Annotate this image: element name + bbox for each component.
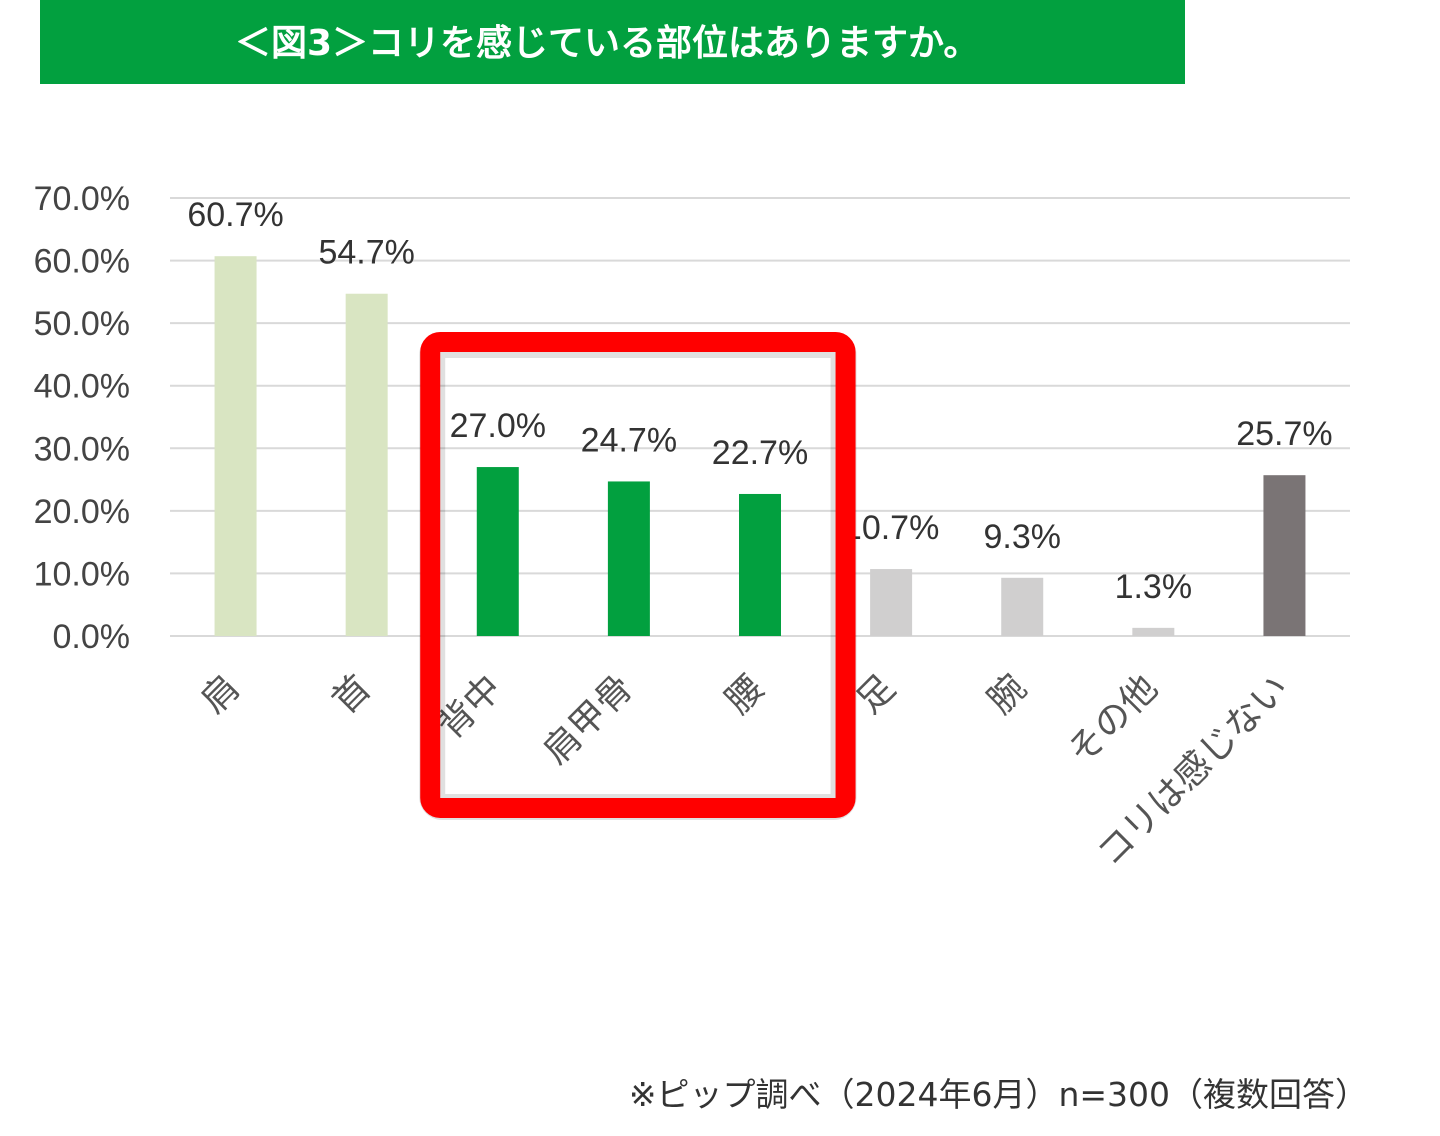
bar: [1132, 627, 1175, 636]
data-label: 9.3%: [983, 518, 1061, 556]
category-label: その他: [1060, 667, 1165, 772]
bar: [607, 481, 650, 636]
category-label: 腕: [980, 667, 1034, 721]
title-bar: ＜図3＞コリを感じている部位はありますか。: [40, 0, 1185, 84]
bar: [1001, 577, 1044, 636]
y-tick-label: 30.0%: [34, 430, 130, 468]
x-axis-categories: 肩首背中 肩甲骨腰足腕その他コリは感じない: [193, 667, 1296, 874]
y-tick-label: 60.0%: [34, 243, 130, 281]
bar: [1263, 475, 1306, 636]
data-label: 22.7%: [712, 434, 808, 472]
data-labels: 60.7% 54.7% 27.0% 24.7% 22.7% 10.7% 9.3% 1.3% 25…: [187, 196, 1332, 606]
data-label: 10.7%: [843, 509, 939, 547]
bar: [739, 493, 781, 636]
footnote: ※ピップ調べ（2024年6月）n=300（複数回答）: [628, 1075, 1368, 1114]
data-label: 60.7%: [187, 196, 283, 234]
data-label: 27.0%: [450, 407, 546, 445]
data-label: 24.7%: [581, 421, 677, 459]
category-label: 肩甲骨: [536, 667, 641, 772]
category-label: 足: [849, 667, 903, 721]
data-label: 54.7%: [318, 234, 414, 272]
category-label: 腰: [718, 667, 772, 721]
bars: [214, 256, 1306, 636]
highlight-box: [420, 332, 856, 818]
y-tick-label: 70.0%: [34, 180, 130, 218]
y-tick-label: 50.0%: [34, 305, 130, 343]
data-label: 1.3%: [1115, 568, 1193, 606]
category-label: 首: [325, 667, 379, 721]
y-tick-label: 40.0%: [34, 368, 130, 406]
bar: [870, 569, 913, 636]
y-axis-ticks: 0.0% 10.0% 20.0% 30.0% 40.0% 50.0% 60.0% 70.0%: [34, 180, 130, 656]
category-label: 肩: [193, 667, 247, 721]
chart-title: ＜図3＞コリを感じている部位はありますか。: [235, 23, 980, 64]
y-tick-label: 0.0%: [53, 618, 131, 656]
bar: [345, 293, 388, 636]
bar: [476, 467, 519, 636]
y-tick-label: 10.0%: [34, 555, 130, 593]
y-tick-label: 20.0%: [34, 493, 130, 531]
bar: [214, 256, 257, 636]
highlight-box-layer: [419, 332, 857, 820]
data-label: 25.7%: [1236, 415, 1332, 453]
